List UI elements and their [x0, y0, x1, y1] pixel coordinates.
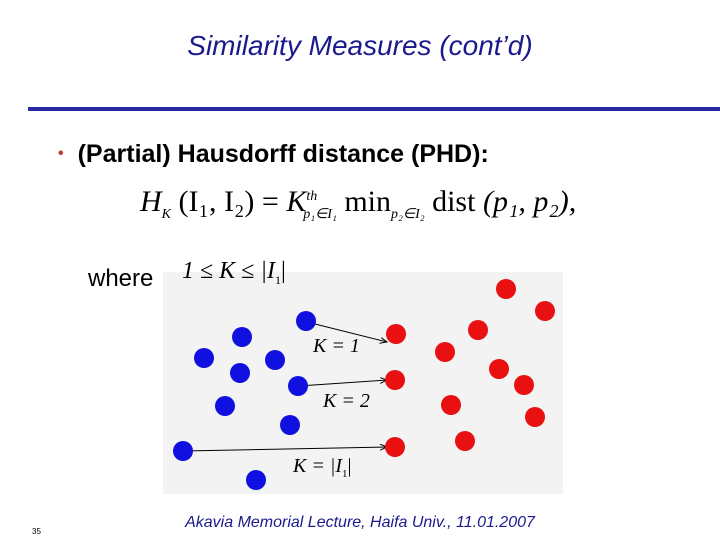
formula-min: min — [344, 185, 391, 218]
blue-point — [288, 376, 308, 396]
bullet-text: (Partial) Hausdorff distance (PHD): — [77, 140, 489, 168]
blue-point — [232, 327, 252, 347]
blue-point — [173, 441, 193, 461]
arrow-k-full — [182, 447, 387, 452]
diagram-canvas: K = 1 K = 2 K = |I1| — [173, 279, 555, 490]
formula-min-sub: p₂∈I₂ — [391, 207, 425, 222]
blue-point — [265, 350, 285, 370]
where-label: where — [88, 265, 154, 292]
formula-dist: dist — [432, 185, 476, 218]
arrow-k2 — [298, 380, 387, 387]
red-point — [535, 301, 555, 321]
slide-footer: Akavia Memorial Lecture, Haifa Univ., 11… — [185, 514, 535, 531]
slide-title: Similarity Measures (cont’d) — [187, 30, 533, 61]
constraint-close: | — [280, 258, 286, 284]
constraint-text: 1 ≤ K ≤ |I — [182, 258, 275, 284]
red-point — [385, 437, 405, 457]
page-number: 35 — [32, 527, 41, 536]
blue-point — [246, 470, 266, 490]
title-divider — [28, 107, 720, 111]
phd-formula: HK (I₁, I₂) = Kthp₁∈I₁ minp₂∈I₂ dist (p₁… — [140, 185, 576, 223]
formula-args: (I₁, I₂) — [178, 185, 255, 218]
red-point — [386, 324, 406, 344]
red-point — [441, 395, 461, 415]
label-k-full: K = |I1| — [292, 455, 352, 480]
blue-point — [230, 363, 250, 383]
formula-K-sub: p₁∈I₁ — [303, 207, 337, 222]
red-point — [385, 370, 405, 390]
red-point — [468, 320, 488, 340]
red-point — [496, 279, 516, 299]
red-point — [435, 342, 455, 362]
blue-point — [296, 311, 316, 331]
red-point — [514, 375, 534, 395]
formula-K: K — [286, 185, 307, 218]
blue-point — [215, 396, 235, 416]
red-point — [525, 407, 545, 427]
formula-K-sup: th — [306, 189, 318, 204]
formula-H: H — [140, 185, 162, 218]
blue-point — [194, 348, 214, 368]
label-k2: K = 2 — [322, 390, 370, 412]
red-points — [385, 279, 555, 457]
formula-H-sub: K — [161, 207, 172, 222]
red-point — [489, 359, 509, 379]
arrow-k1 — [306, 321, 387, 342]
k-constraint: 1 ≤ K ≤ |I1| — [182, 258, 286, 288]
blue-point — [280, 415, 300, 435]
blue-points — [173, 311, 316, 490]
label-k1: K = 1 — [312, 335, 360, 357]
formula-dist-args: (p₁, p₂), — [482, 185, 577, 218]
bullet-marker: • — [58, 145, 64, 162]
hausdorff-diagram: K = 1 K = 2 K = |I1| — [163, 272, 563, 494]
red-point — [455, 431, 475, 451]
formula-equals: = — [261, 185, 279, 218]
bullet-item: • (Partial) Hausdorff distance (PHD): — [58, 140, 489, 169]
constraint-sub: 1 — [274, 272, 281, 287]
